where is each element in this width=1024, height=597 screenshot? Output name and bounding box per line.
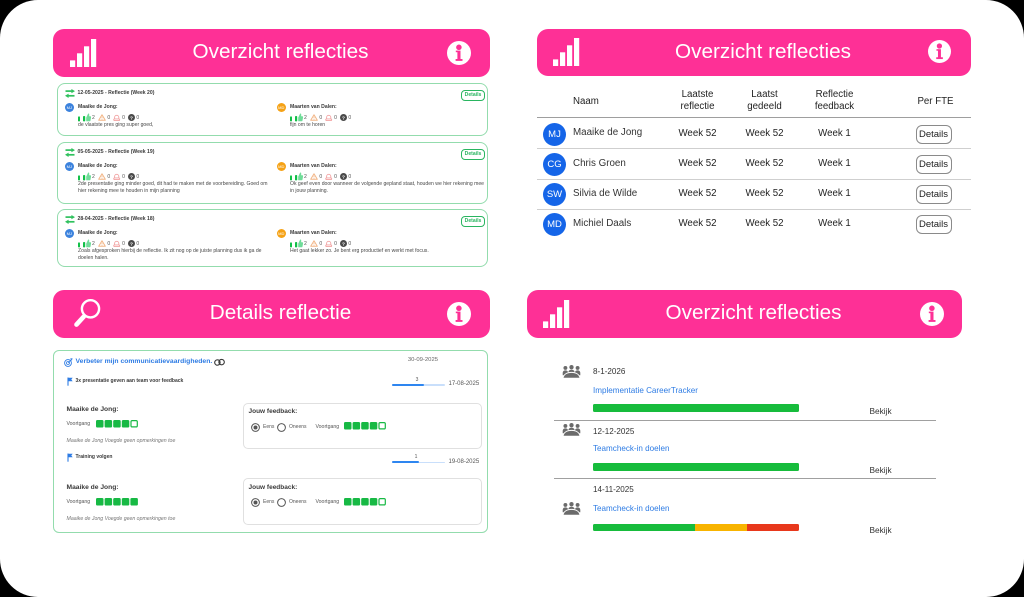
svg-text:?: ? — [130, 241, 133, 247]
svg-text:?: ? — [342, 241, 345, 247]
svg-text:?: ? — [130, 174, 133, 180]
svg-text:?: ? — [130, 115, 133, 121]
svg-text:?: ? — [342, 115, 345, 121]
svg-text:?: ? — [342, 174, 345, 180]
